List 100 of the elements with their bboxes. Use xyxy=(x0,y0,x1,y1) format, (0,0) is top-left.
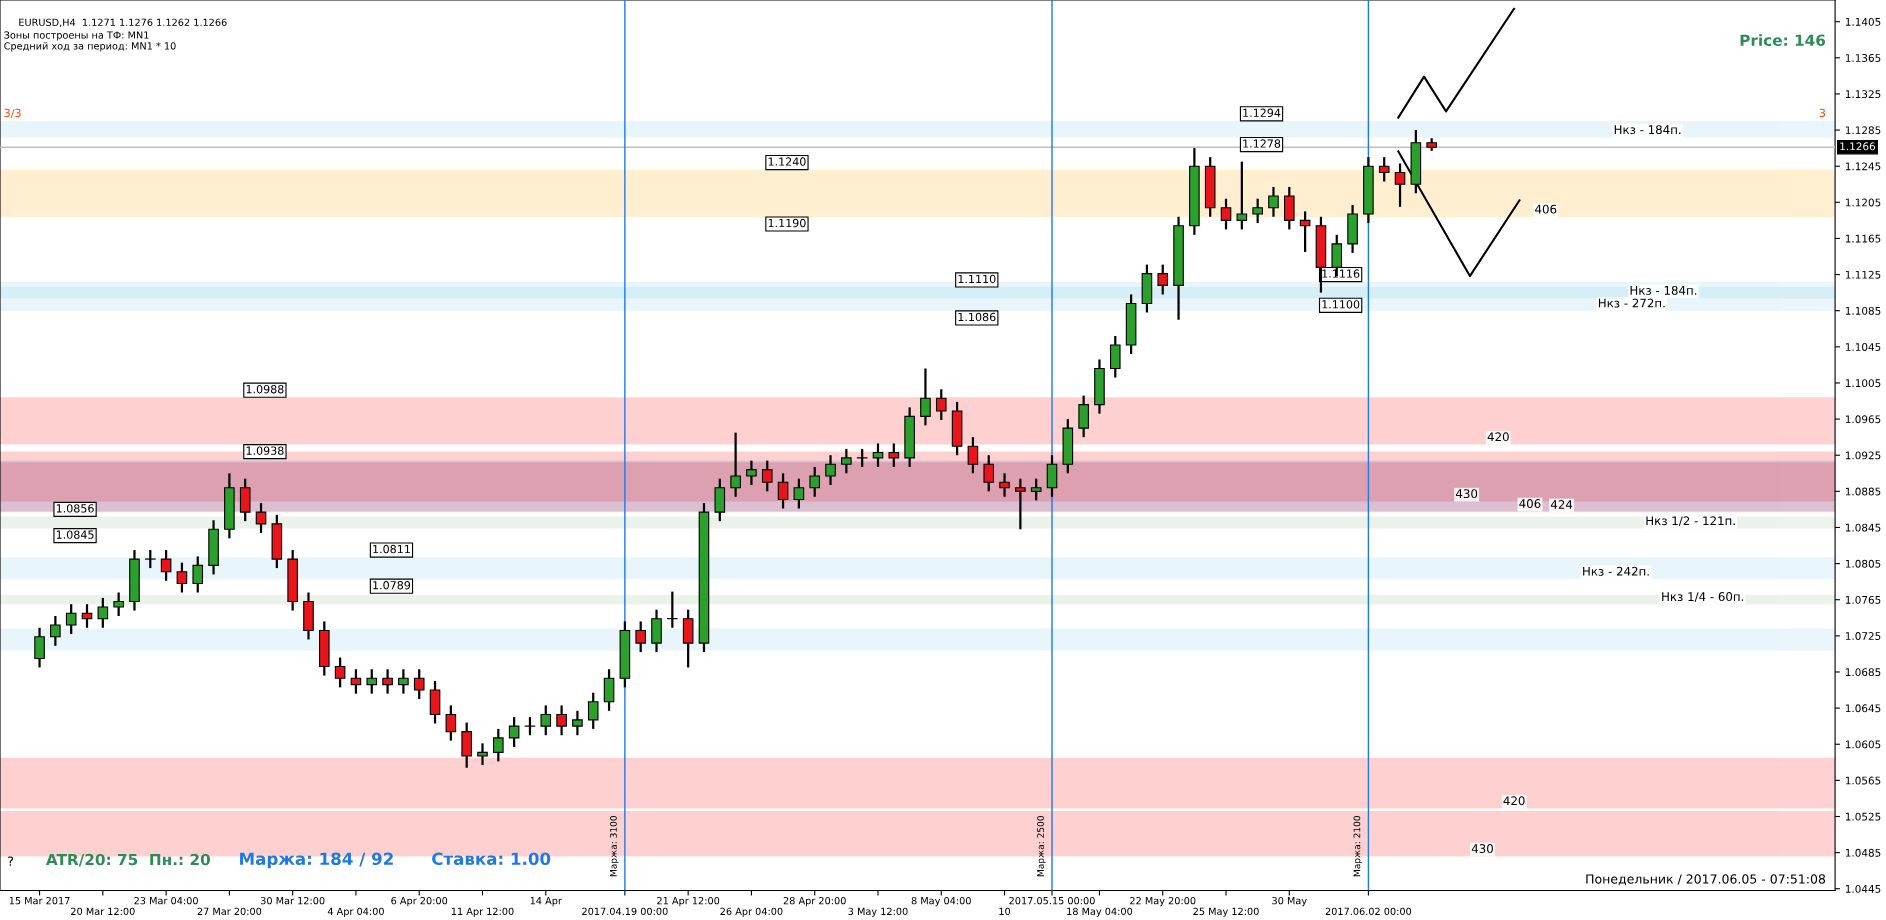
candlestick xyxy=(540,704,552,737)
candlestick xyxy=(746,459,757,487)
annotation: Понедельник / 2017.06.05 - 07:51:08 xyxy=(1586,874,1826,886)
candlestick xyxy=(1109,334,1121,379)
candlestick xyxy=(777,472,789,510)
candlestick xyxy=(97,596,109,629)
y-tick-label: 1.1005 xyxy=(1845,379,1881,388)
x-tick-label: 3 May 12:00 xyxy=(848,907,908,917)
annotation: 1.1110 xyxy=(958,274,996,284)
y-tick-label: 1.1285 xyxy=(1845,126,1881,135)
candlestick xyxy=(382,668,393,695)
y-tick-label: 1.1165 xyxy=(1845,234,1881,243)
candlestick xyxy=(493,727,504,763)
candlestick xyxy=(1030,477,1042,502)
candlestick xyxy=(841,447,852,475)
annotation: 1.0789 xyxy=(373,581,411,590)
annotation: 1.0845 xyxy=(56,530,94,539)
candlestick xyxy=(999,472,1010,498)
x-tick-label: 4 Apr 04:00 xyxy=(327,907,384,917)
candlestick xyxy=(1394,162,1406,208)
ref-line-label: Маржа: 2100 xyxy=(1353,816,1363,877)
candlestick xyxy=(856,447,868,469)
candlestick xyxy=(667,590,678,629)
y-tick-label: 1.0885 xyxy=(1845,487,1881,496)
y-tick-label: 1.0685 xyxy=(1845,668,1881,677)
candlestick xyxy=(1015,477,1026,531)
candlestick xyxy=(350,668,362,695)
candlestick xyxy=(635,620,646,654)
x-tick-label: 21 Apr 12:00 xyxy=(657,896,720,907)
band-label: Нкз - 242п. xyxy=(1583,566,1649,576)
x-tick-label: 11 Apr 12:00 xyxy=(451,907,514,917)
text: EURUSD,H4 1.1271 1.1276 1.1262 1.1266 xyxy=(19,18,227,27)
annotation: 1.0938 xyxy=(246,446,284,455)
y-tick-label: 1.0845 xyxy=(1845,523,1881,532)
y-tick-label: 1.1365 xyxy=(1845,54,1881,62)
y-tick-label: 1.0805 xyxy=(1845,559,1881,568)
text: Зоны построены на ТФ: MN1 Средний ход за период: MN1 * 10 xyxy=(4,31,176,52)
candlestick xyxy=(445,704,457,742)
x-tick-label: 8 May 04:00 xyxy=(911,896,971,907)
ref-line-label: Маржа: 3100 xyxy=(609,816,619,877)
candlestick xyxy=(793,477,805,510)
ref-line-label: Маржа: 2500 xyxy=(1037,816,1046,877)
annotation: Price: 146 xyxy=(1740,34,1826,47)
x-tick-label: 6 Apr 20:00 xyxy=(391,896,448,907)
annotation: ATR/20: 75 Пн.: 20 xyxy=(45,853,210,867)
band-label: Нкз - 184п. xyxy=(1630,285,1697,295)
candlestick xyxy=(1252,197,1263,225)
band-label: 424 xyxy=(1550,500,1573,509)
candlestick xyxy=(587,691,599,730)
band-label: Нкз 1/4 - 60п. xyxy=(1662,592,1744,602)
annotation: 1.1240 xyxy=(768,157,806,166)
candlestick xyxy=(556,704,567,737)
annotation: 1.1086 xyxy=(958,312,996,322)
y-tick-label: 1.0525 xyxy=(1845,812,1881,821)
x-tick-label: 10 xyxy=(999,907,1011,916)
x-tick-label: 30 May xyxy=(1272,896,1307,907)
band-label: 420 xyxy=(1503,796,1525,806)
candlestick xyxy=(603,668,615,712)
candlestick xyxy=(50,614,61,647)
annotation: 1.0811 xyxy=(373,544,410,554)
y-tick-label: 1.0645 xyxy=(1845,704,1881,713)
x-tick-label: 2017.05.15 00:00 xyxy=(1009,896,1095,905)
candlestick xyxy=(920,367,931,427)
x-tick-label: 15 Mar 2017 xyxy=(9,896,70,905)
x-tick-label: 23 Mar 04:00 xyxy=(134,896,198,905)
y-tick-label: 1.0765 xyxy=(1845,595,1881,604)
y-tick-label: 1.0605 xyxy=(1845,740,1881,749)
y-tick-label: 1.0725 xyxy=(1845,632,1881,640)
candlestick xyxy=(524,716,536,737)
candlestick xyxy=(255,501,267,534)
candlestick xyxy=(65,603,77,636)
candlestick xyxy=(967,436,979,475)
y-tick-label: 1.0965 xyxy=(1845,415,1881,424)
x-tick-label: 26 Apr 04:00 xyxy=(720,907,783,917)
y-tick-label: 1.0565 xyxy=(1845,776,1881,785)
candlestick xyxy=(825,454,836,487)
candlestick xyxy=(366,668,378,695)
band-label: 430 xyxy=(1471,844,1493,854)
band-label: Нкз 1/2 - 121п. xyxy=(1646,516,1735,527)
candlestick xyxy=(334,656,346,689)
annotation: 1.1278 xyxy=(1243,139,1281,148)
text: 3/3 xyxy=(4,108,21,119)
y-tick-label: 1.1125 xyxy=(1845,270,1881,279)
candlestick xyxy=(1046,454,1058,498)
x-tick-label: 30 Mar 12:00 xyxy=(260,896,325,905)
y-tick-label: 1.1325 xyxy=(1845,90,1881,99)
y-tick-label: 1.0445 xyxy=(1845,884,1881,893)
candlestick xyxy=(34,626,45,669)
y-tick-label: 1.1085 xyxy=(1845,306,1881,315)
candlestick xyxy=(888,442,900,469)
annotation: Маржа: 184 / 92 xyxy=(240,852,393,869)
candlestick xyxy=(761,459,773,493)
candlestick xyxy=(1236,160,1248,231)
candlestick xyxy=(113,591,124,618)
candlestick xyxy=(160,548,172,582)
x-tick-label: 14 Apr xyxy=(530,897,562,907)
candlestick xyxy=(809,465,821,498)
candlestick xyxy=(935,388,947,422)
candlestick xyxy=(176,561,188,594)
x-tick-label: 22 May 20:00 xyxy=(1130,896,1196,907)
